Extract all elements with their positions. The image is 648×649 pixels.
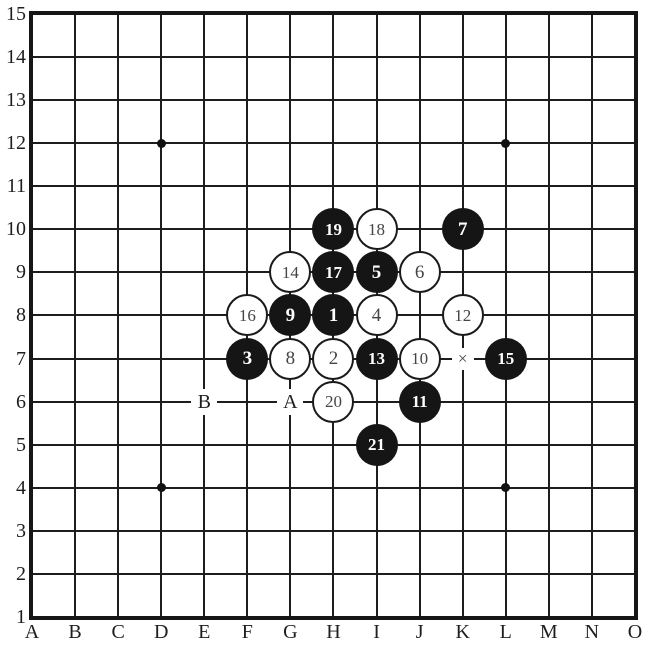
- star-point: [501, 483, 511, 493]
- grid-vertical-line: [590, 14, 593, 617]
- column-label: H: [326, 621, 341, 643]
- grid-horizontal-line: [32, 529, 635, 532]
- column-label: M: [539, 621, 558, 643]
- stone-3: 3: [226, 337, 269, 380]
- grid-horizontal-line: [32, 443, 635, 446]
- stone-9: 9: [269, 294, 312, 337]
- grid-vertical-line: [547, 14, 550, 617]
- column-label: I: [373, 621, 380, 643]
- row-label: 4: [16, 476, 26, 499]
- stone-14: 14: [269, 251, 312, 294]
- row-label: 14: [6, 46, 26, 69]
- row-label: 5: [16, 433, 26, 456]
- row-label: 7: [16, 347, 26, 370]
- column-label: C: [111, 621, 125, 643]
- stone-2: 2: [312, 337, 355, 380]
- stone-15: 15: [484, 337, 527, 380]
- column-label: L: [499, 621, 512, 643]
- row-label: 13: [6, 89, 26, 112]
- row-label: 10: [6, 218, 26, 241]
- row-label: 3: [16, 519, 26, 542]
- column-label: E: [198, 621, 211, 643]
- star-point: [156, 138, 166, 148]
- column-label: D: [153, 621, 169, 643]
- stone-13: 13: [355, 337, 398, 380]
- grid-horizontal-line: [32, 486, 635, 489]
- stone-5: 5: [355, 251, 398, 294]
- row-label: 8: [16, 304, 26, 327]
- stone-21: 21: [355, 423, 398, 466]
- stone-20: 20: [312, 380, 355, 423]
- star-point: [156, 483, 166, 493]
- stone-4: 4: [355, 294, 398, 337]
- marker-b: B: [191, 388, 218, 415]
- stone-18: 18: [355, 208, 398, 251]
- stone-6: 6: [398, 251, 441, 294]
- column-label: B: [68, 621, 82, 643]
- grid-horizontal-line: [32, 572, 635, 575]
- board-frame: [29, 11, 638, 620]
- grid-vertical-line: [418, 14, 421, 617]
- stone-16: 16: [226, 294, 269, 337]
- stone-10: 10: [398, 337, 441, 380]
- column-label: A: [24, 621, 40, 643]
- column-label: G: [283, 621, 298, 643]
- row-label: 15: [6, 3, 26, 25]
- stone-7: 7: [441, 208, 484, 251]
- column-label: K: [455, 621, 470, 643]
- stone-11: 11: [398, 380, 441, 423]
- row-label: 9: [16, 261, 26, 284]
- row-label: 11: [6, 175, 26, 198]
- marker-a: A: [277, 388, 304, 415]
- column-label: F: [241, 621, 253, 643]
- stone-8: 8: [269, 337, 312, 380]
- column-label: J: [415, 621, 424, 643]
- stone-12: 12: [441, 294, 484, 337]
- stone-1: 1: [312, 294, 355, 337]
- column-label: O: [627, 621, 643, 643]
- row-label: 1: [16, 605, 26, 628]
- stone-17: 17: [312, 251, 355, 294]
- row-label: 12: [6, 132, 26, 155]
- column-label: N: [584, 621, 600, 643]
- star-point: [501, 138, 511, 148]
- stone-19: 19: [312, 208, 355, 251]
- grid-vertical-line: [504, 14, 507, 617]
- marker-cross: ×: [451, 347, 474, 370]
- row-label: 2: [16, 562, 26, 585]
- row-label: 6: [16, 390, 26, 413]
